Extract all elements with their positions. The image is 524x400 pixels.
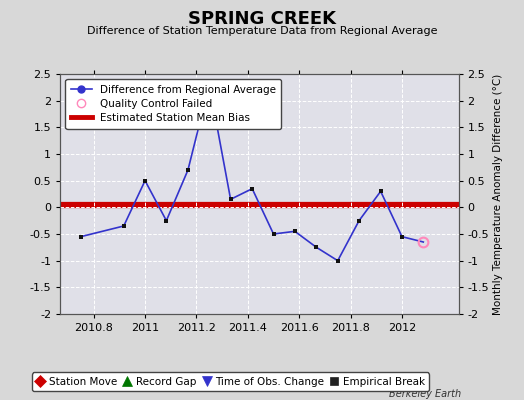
Text: SPRING CREEK: SPRING CREEK	[188, 10, 336, 28]
Legend: Station Move, Record Gap, Time of Obs. Change, Empirical Break: Station Move, Record Gap, Time of Obs. C…	[32, 372, 429, 391]
Text: Difference of Station Temperature Data from Regional Average: Difference of Station Temperature Data f…	[87, 26, 437, 36]
Legend: Difference from Regional Average, Quality Control Failed, Estimated Station Mean: Difference from Regional Average, Qualit…	[66, 79, 281, 129]
Y-axis label: Monthly Temperature Anomaly Difference (°C): Monthly Temperature Anomaly Difference (…	[493, 73, 504, 315]
Text: Berkeley Earth: Berkeley Earth	[389, 389, 461, 399]
